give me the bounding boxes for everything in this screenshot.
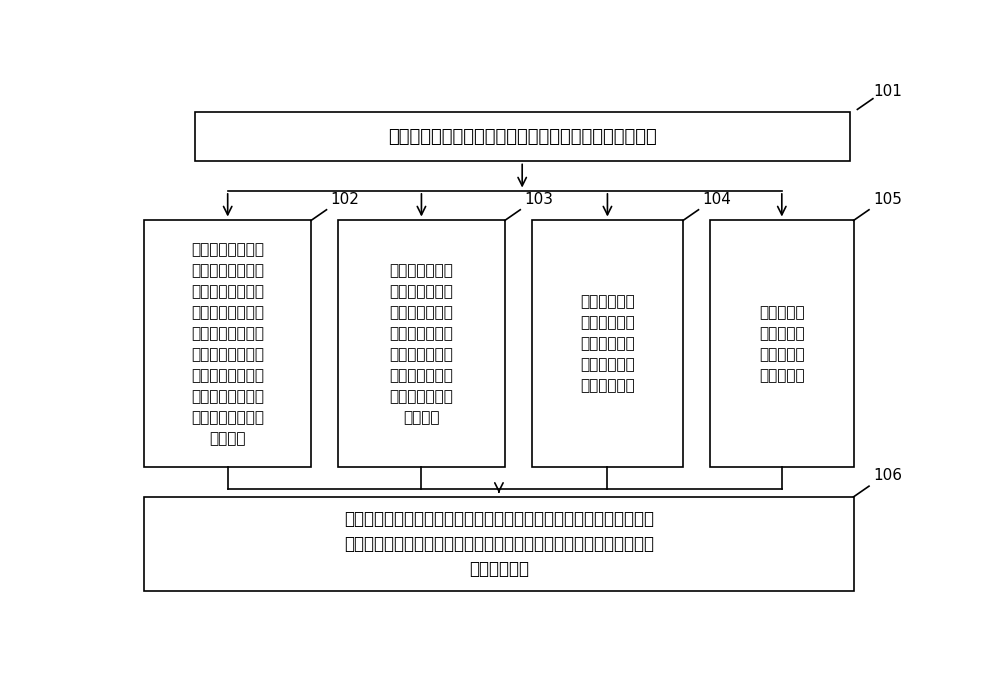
Text: 102: 102: [330, 192, 359, 207]
Text: 统计选取表征地
区社会经济和资
源环境差异性的
指标，计算地区
社会经济系数和
资源环境系数，
计算地区差异化
调整系数: 统计选取表征地 区社会经济和资 源环境差异性的 指标，计算地区 社会经济系数和 …: [390, 263, 453, 425]
Bar: [532, 220, 683, 468]
Text: 构建基于差异化策略的水污染物排污权有偿使用价格模型: 构建基于差异化策略的水污染物排污权有偿使用价格模型: [388, 128, 657, 146]
Text: 建立工业企业
行业水污染物
排放绩效模型
，计算行业差
异化调整系数: 建立工业企业 行业水污染物 排放绩效模型 ，计算行业差 异化调整系数: [580, 294, 635, 393]
Bar: [144, 497, 854, 591]
Bar: [710, 220, 854, 468]
Text: 101: 101: [873, 84, 902, 99]
Text: 获取工业企业水污
染物排放数据和水
污染治理设施运行
费用数据，核算区
域各水污染物平均
治理成本，根据环
境资源的稀缺程度
，计算区域水污染
物排污权有偿使用: 获取工业企业水污 染物排放数据和水 污染治理设施运行 费用数据，核算区 域各水污…: [191, 242, 264, 446]
Text: 104: 104: [702, 192, 731, 207]
Bar: [195, 112, 850, 162]
Text: 将基准价格、地区差异化调整系数、行业差异化调整系数和产业差异化
调整系数代入有偿使用基准价格模型，计算出工业企业水污染物排污权
有偿使用价格: 将基准价格、地区差异化调整系数、行业差异化调整系数和产业差异化 调整系数代入有偿…: [344, 510, 654, 578]
Text: 103: 103: [524, 192, 553, 207]
Text: 根据国家产
业政策，计
算产业差异
化调整系数: 根据国家产 业政策，计 算产业差异 化调整系数: [759, 305, 805, 383]
Bar: [338, 220, 505, 468]
Text: 105: 105: [873, 192, 902, 207]
Bar: [144, 220, 311, 468]
Text: 106: 106: [873, 468, 902, 484]
